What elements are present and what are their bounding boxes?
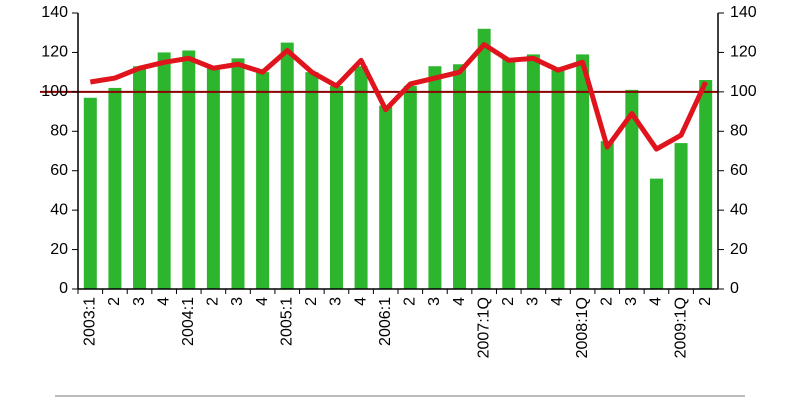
x-tick-label: 2 bbox=[303, 297, 320, 306]
bar bbox=[526, 54, 540, 290]
bar bbox=[403, 85, 417, 289]
bar bbox=[206, 68, 220, 289]
x-tick-label: 2 bbox=[500, 297, 517, 306]
bar bbox=[354, 66, 368, 289]
x-tick-label: 2 bbox=[205, 297, 222, 306]
x-tick-label: 2 bbox=[598, 297, 615, 306]
bar bbox=[182, 50, 196, 290]
y2-tick-label: 0 bbox=[730, 280, 739, 297]
x-tick-label: 2006:1 bbox=[377, 297, 394, 346]
bar bbox=[699, 80, 713, 290]
bar bbox=[108, 87, 122, 290]
x-tick-label: 3 bbox=[623, 297, 640, 306]
y-tick-label: 80 bbox=[50, 123, 68, 140]
bar bbox=[157, 52, 171, 289]
x-tick-label: 4 bbox=[254, 297, 271, 306]
y2-tick-label: 80 bbox=[730, 123, 748, 140]
y-tick-label: 140 bbox=[41, 4, 68, 21]
bar bbox=[231, 58, 245, 289]
x-tick-label: 2009:1Q bbox=[672, 297, 689, 358]
bar bbox=[256, 72, 270, 290]
bar bbox=[502, 58, 516, 289]
y2-tick-label: 100 bbox=[730, 83, 757, 100]
y-tick-label: 120 bbox=[41, 44, 68, 61]
bar bbox=[674, 143, 688, 289]
x-tick-label: 4 bbox=[451, 297, 468, 306]
y-tick-label: 100 bbox=[41, 83, 68, 100]
y2-tick-label: 60 bbox=[730, 162, 748, 179]
y2-tick-label: 120 bbox=[730, 44, 757, 61]
bar bbox=[600, 141, 614, 289]
x-tick-label: 3 bbox=[328, 297, 345, 306]
bar bbox=[625, 89, 639, 289]
bar bbox=[83, 97, 97, 290]
y2-tick-label: 40 bbox=[730, 201, 748, 218]
x-tick-label: 2008:1Q bbox=[574, 297, 591, 358]
x-tick-label: 3 bbox=[131, 297, 148, 306]
bar bbox=[649, 178, 663, 289]
x-tick-label: 4 bbox=[352, 297, 369, 306]
y-tick-label: 0 bbox=[59, 280, 68, 297]
x-tick-label: 2004:1 bbox=[180, 297, 197, 346]
x-tick-label: 2 bbox=[106, 297, 123, 306]
bar bbox=[453, 64, 467, 289]
y-tick-label: 40 bbox=[50, 201, 68, 218]
x-tick-label: 4 bbox=[549, 297, 566, 306]
x-tick-label: 2 bbox=[402, 297, 419, 306]
bar bbox=[379, 105, 393, 290]
line bbox=[89, 42, 708, 152]
y-tick-label: 20 bbox=[50, 241, 68, 258]
bar bbox=[280, 42, 294, 290]
x-tick-label: 2005:1 bbox=[278, 297, 295, 346]
x-tick-label: 2003:1 bbox=[82, 297, 99, 346]
x-tick-label: 3 bbox=[426, 297, 443, 306]
y2-tick-label: 140 bbox=[730, 4, 757, 21]
bar bbox=[576, 54, 590, 290]
x-tick-label: 3 bbox=[229, 297, 246, 306]
x-tick-label: 4 bbox=[155, 297, 172, 306]
y2-tick-label: 20 bbox=[730, 241, 748, 258]
y-tick-label: 60 bbox=[50, 162, 68, 179]
bar bbox=[477, 28, 491, 290]
bar bbox=[133, 66, 147, 289]
bar bbox=[428, 66, 442, 289]
bar bbox=[305, 72, 319, 290]
x-tick-label: 2 bbox=[697, 297, 714, 306]
bar bbox=[329, 85, 343, 289]
x-tick-label: 4 bbox=[648, 297, 665, 306]
x-tick-label: 3 bbox=[525, 297, 542, 306]
bar bbox=[551, 70, 565, 290]
x-tick-label: 2007:1Q bbox=[475, 297, 492, 358]
